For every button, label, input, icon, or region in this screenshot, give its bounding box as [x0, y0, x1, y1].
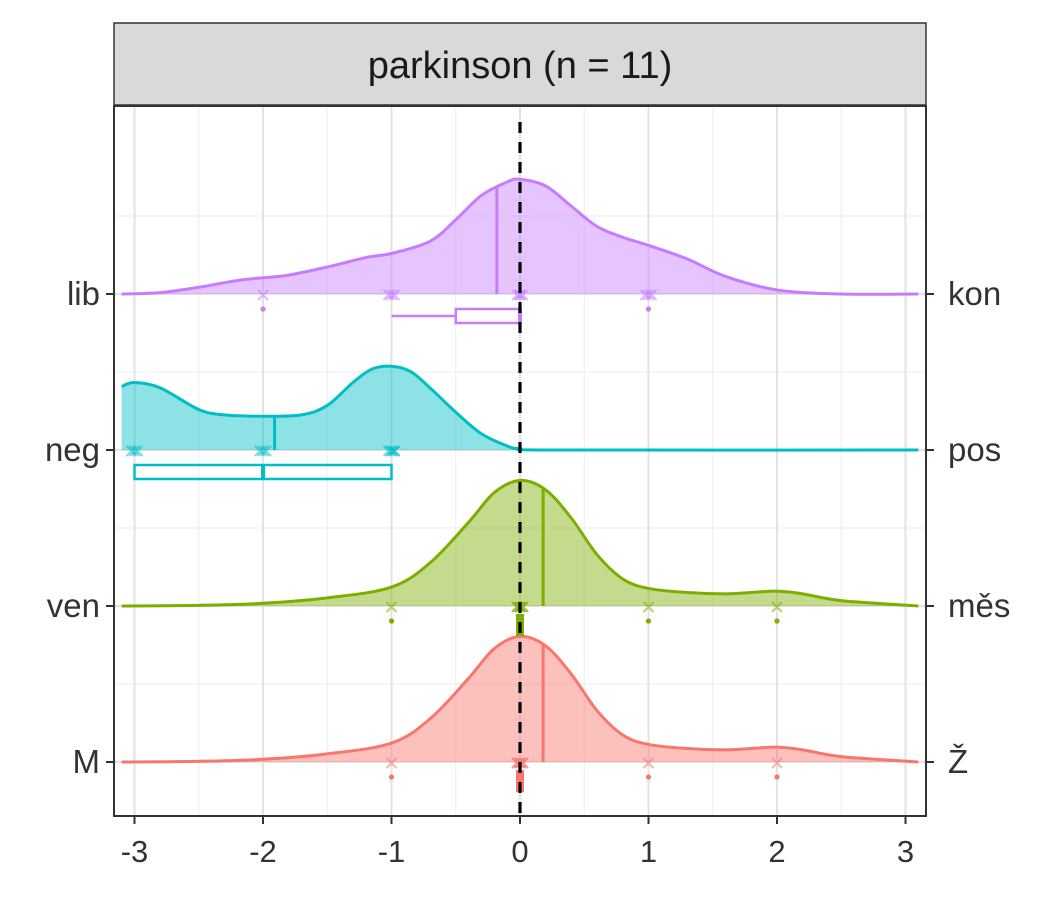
xtick-label-3: 3	[897, 834, 914, 869]
strip-background	[113, 22, 927, 106]
xtick-label-0: 0	[511, 834, 528, 869]
ytick-label-left-lib: lib	[67, 275, 100, 312]
xtick-label--3: -3	[121, 834, 149, 869]
outlier-dot-M	[645, 774, 652, 780]
density-area-neg	[121, 366, 919, 451]
ytick-label-right-pos: pos	[948, 431, 1001, 468]
facet-strip: parkinson (n = 11)	[113, 22, 927, 106]
raw-point-ven	[385, 601, 398, 613]
raw-point-M	[642, 757, 655, 769]
raw-point-lib	[385, 289, 398, 301]
ytick-label-right-kon: kon	[948, 275, 1001, 312]
raw-point-ven	[642, 601, 655, 613]
outlier-dot-ven	[388, 618, 395, 624]
outlier-dot-M	[388, 774, 395, 780]
raw-point-lib	[642, 289, 655, 301]
raw-point-neg	[385, 445, 398, 457]
raw-point-lib	[514, 289, 526, 301]
density-line-ven	[121, 478, 919, 608]
xtick-label--2: -2	[249, 834, 277, 869]
outlier-dot-lib	[645, 306, 652, 312]
raw-point-M	[385, 757, 398, 769]
density-line-M	[121, 634, 919, 764]
raw-point-neg	[125, 445, 138, 457]
xtick-label-2: 2	[768, 834, 785, 869]
outlier-dot-lib	[260, 306, 266, 312]
ytick-label-left-M: M	[73, 743, 101, 780]
ytick-label-right-Ž: Ž	[948, 743, 968, 780]
ridge-row-lib	[121, 177, 919, 325]
raw-point-lib	[639, 289, 652, 301]
raw-point-neg	[128, 445, 141, 457]
ridge-row-M	[121, 634, 919, 792]
density-line-lib	[121, 177, 919, 296]
raw-point-neg	[254, 445, 266, 457]
outlier-dot-ven	[645, 618, 652, 624]
outlier-dot-M	[774, 774, 780, 780]
xtick-label-1: 1	[640, 834, 657, 869]
raw-point-lib	[257, 289, 269, 301]
strip-title: parkinson (n = 11)	[368, 45, 673, 87]
raw-point-ven	[771, 601, 783, 613]
raw-point-M	[771, 757, 783, 769]
raw-point-neg	[388, 445, 401, 457]
ytick-label-left-ven: ven	[47, 587, 100, 624]
outlier-dot-ven	[774, 618, 780, 624]
density-area-lib	[121, 179, 919, 295]
raw-point-lib	[382, 289, 395, 301]
ytick-label-right-měs: měs	[948, 587, 1010, 624]
ytick-label-left-neg: neg	[45, 431, 100, 468]
xtick-label--1: -1	[378, 834, 406, 869]
density-area-M	[121, 636, 919, 762]
raw-point-neg	[257, 445, 269, 457]
